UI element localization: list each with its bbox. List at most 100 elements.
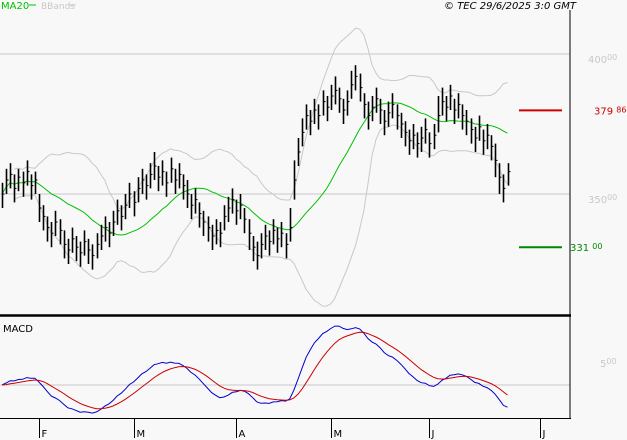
price-bar xyxy=(194,188,198,214)
price-bar xyxy=(17,168,21,192)
support-label: 331 00 xyxy=(570,242,602,254)
price-bar xyxy=(96,233,100,259)
price-bar xyxy=(465,110,469,136)
price-bar xyxy=(264,224,268,250)
price-bar xyxy=(470,118,474,144)
price-bar xyxy=(38,194,42,222)
price-bar xyxy=(354,65,358,91)
price-bar xyxy=(50,222,54,248)
price-bar xyxy=(13,174,17,203)
price-bar xyxy=(243,208,247,234)
price-bar xyxy=(420,126,424,152)
y-tick-major: 350 xyxy=(588,195,607,206)
price-bar xyxy=(507,163,511,186)
price-bar xyxy=(433,124,437,150)
price-bar xyxy=(215,219,219,245)
price-bar xyxy=(461,104,465,130)
price-bar xyxy=(424,118,428,144)
macd-line xyxy=(1,325,508,414)
price-bar xyxy=(100,224,104,250)
price-bar xyxy=(67,238,71,264)
price-bars xyxy=(1,65,511,270)
price-bar xyxy=(248,219,252,250)
price-bar xyxy=(260,233,264,259)
price-bar xyxy=(268,230,272,256)
price-bar xyxy=(161,160,165,186)
resistance-label: 379 86 xyxy=(594,105,626,117)
price-bar xyxy=(120,205,124,231)
price-bar xyxy=(326,96,330,122)
price-bar xyxy=(276,227,280,253)
price-bar xyxy=(293,160,297,200)
price-bar xyxy=(116,199,120,225)
price-bar xyxy=(342,98,346,124)
price-bar xyxy=(375,87,379,113)
price-bar xyxy=(42,205,46,231)
price-bar xyxy=(108,222,112,248)
price-bar xyxy=(416,132,420,158)
y-tick-label: 35000 xyxy=(588,193,617,206)
price-bar xyxy=(190,194,194,220)
x-tick-label: M xyxy=(137,429,146,440)
price-bar xyxy=(359,73,363,102)
ma20-line xyxy=(1,102,508,236)
price-bar xyxy=(437,96,441,133)
price-bar xyxy=(449,84,453,110)
price-bar xyxy=(54,210,58,236)
price-bar xyxy=(371,96,375,122)
price-bar xyxy=(502,174,506,203)
price-bar xyxy=(346,90,350,116)
price-bar xyxy=(445,96,449,122)
price-bar xyxy=(313,98,317,124)
x-tick-label: J xyxy=(431,429,435,440)
price-bar xyxy=(285,233,289,259)
price-bar xyxy=(272,219,276,245)
price-bar xyxy=(379,98,383,124)
price-bar xyxy=(239,194,243,220)
price-bar xyxy=(486,124,490,150)
price-bar xyxy=(494,143,498,178)
price-bar xyxy=(153,152,157,180)
price-bar xyxy=(400,112,404,138)
price-bar xyxy=(137,177,141,203)
price-bar xyxy=(46,216,50,242)
price-bar xyxy=(428,132,432,158)
price-bar xyxy=(75,236,79,262)
price-bar xyxy=(157,166,161,192)
price-bar xyxy=(63,230,67,259)
price-bar xyxy=(297,138,301,166)
price-bar xyxy=(223,205,227,231)
price-bar xyxy=(453,98,457,124)
price-bar xyxy=(490,135,494,161)
price-bar xyxy=(322,90,326,116)
price-bar xyxy=(482,129,486,155)
price-bar xyxy=(207,216,211,242)
price-bar xyxy=(174,168,178,194)
price-bar xyxy=(219,222,223,248)
price-bar xyxy=(1,182,5,208)
y-tick-label: 40000 xyxy=(588,53,617,66)
price-bar xyxy=(5,168,9,194)
price-bar xyxy=(91,244,95,270)
price-bar xyxy=(133,191,137,217)
x-tick-label: M xyxy=(334,429,343,440)
price-bar xyxy=(34,171,38,194)
price-bar xyxy=(145,174,149,200)
price-bar xyxy=(391,93,395,119)
price-bar xyxy=(367,101,371,130)
price-bar xyxy=(387,101,391,127)
price-bar xyxy=(363,93,367,119)
price-bar xyxy=(178,163,182,189)
price-bar xyxy=(252,236,256,262)
price-bar xyxy=(478,115,482,141)
price-bar xyxy=(474,126,478,152)
macd-lines xyxy=(1,325,508,414)
price-bar xyxy=(128,182,132,208)
price-bar xyxy=(317,104,321,130)
bband-upper xyxy=(14,27,508,210)
price-bar xyxy=(9,163,13,189)
price-bar xyxy=(186,180,190,208)
price-bar xyxy=(165,171,169,197)
price-bar xyxy=(182,174,186,200)
